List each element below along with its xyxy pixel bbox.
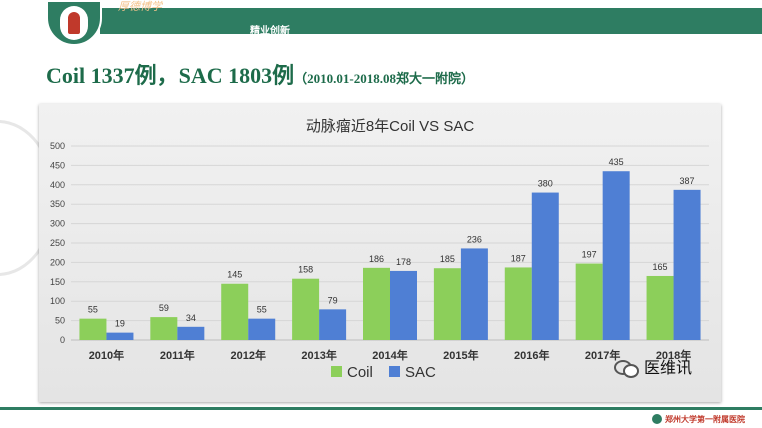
data-label: 197 — [582, 250, 597, 260]
y-tick-label: 250 — [50, 238, 65, 248]
x-tick-label: 2015年 — [443, 348, 478, 362]
data-label: 435 — [609, 157, 624, 167]
bar-sac — [602, 171, 630, 340]
y-tick-label: 50 — [55, 316, 65, 326]
data-label: 236 — [467, 234, 482, 244]
y-tick-label: 0 — [60, 335, 65, 345]
hospital-logo — [46, 0, 102, 46]
data-label: 158 — [298, 265, 313, 275]
bar-sac — [319, 309, 347, 340]
data-label: 186 — [369, 254, 384, 264]
x-tick-label: 2012年 — [230, 348, 265, 362]
data-label: 59 — [159, 303, 169, 313]
logo-emblem — [60, 6, 88, 40]
x-tick-label: 2018年 — [656, 348, 691, 362]
data-label: 79 — [328, 295, 338, 305]
header-bar: 精业创新 厚德博学 — [0, 0, 762, 46]
data-label: 178 — [396, 257, 411, 267]
header-motto: 厚德博学 — [118, 0, 162, 13]
x-tick-label: 2011年 — [160, 348, 195, 362]
bar-coil — [79, 318, 107, 340]
data-label: 19 — [115, 319, 125, 329]
logo-figure-icon — [68, 12, 80, 34]
data-label: 387 — [680, 176, 695, 186]
bar-sac — [531, 192, 559, 340]
hospital-mark-icon — [652, 414, 662, 424]
bar-coil — [363, 267, 390, 340]
bar-coil — [504, 267, 532, 340]
bar-sac — [390, 270, 417, 340]
data-label: 380 — [538, 179, 553, 189]
bar-coil — [575, 263, 603, 340]
y-tick-label: 200 — [50, 257, 65, 267]
data-label: 187 — [511, 253, 526, 263]
legend-swatch-coil — [331, 366, 342, 377]
footer-hospital: 郑州大学第一附属医院 — [652, 414, 745, 425]
bar-coil — [292, 278, 320, 340]
x-tick-label: 2013年 — [301, 348, 336, 362]
y-tick-label: 350 — [50, 199, 65, 209]
slide-title-main: Coil 1337例，SAC 1803例 — [46, 63, 295, 88]
chart-panel: 动脉瘤近8年Coil VS SAC 0 50 100 150 200 250 300 350 40… — [39, 104, 721, 402]
bar-sac — [248, 318, 276, 340]
data-label: 165 — [653, 262, 668, 272]
wechat-account-name: 医维讯 — [644, 358, 693, 377]
data-label: 55 — [257, 305, 267, 315]
x-tick-label: 2016年 — [514, 348, 549, 362]
bar-sac — [673, 189, 701, 340]
header-slogan: 精业创新 — [250, 26, 290, 37]
y-tick-label: 150 — [50, 277, 65, 287]
data-label: 34 — [186, 313, 196, 323]
bar-chart: 动脉瘤近8年Coil VS SAC 0 50 100 150 200 250 300 350 40… — [50, 118, 709, 381]
legend-label-sac: SAC — [405, 364, 436, 381]
bar-sac — [460, 248, 488, 340]
x-tick-label: 2017年 — [585, 348, 620, 362]
x-tick-label: 2010年 — [89, 348, 124, 362]
bar-coil — [433, 268, 461, 340]
slide-subtitle: （2010.01-2018.08郑大一附院） — [294, 71, 474, 86]
data-label: 55 — [88, 305, 98, 315]
legend-label-coil: Coil — [347, 364, 373, 381]
data-label: 145 — [227, 270, 242, 280]
footer-hospital-name: 郑州大学第一附属医院 — [665, 414, 745, 424]
bar-coil — [221, 283, 249, 340]
y-tick-label: 400 — [50, 180, 65, 190]
wechat-icon — [614, 358, 639, 378]
data-label: 185 — [440, 254, 455, 264]
footer-line — [0, 407, 762, 410]
x-tick-label: 2014年 — [372, 348, 407, 362]
header-band: 精业创新 — [100, 8, 762, 37]
y-tick-label: 100 — [50, 296, 65, 306]
wechat-badge: 医维讯 — [614, 354, 692, 378]
bar-coil — [646, 275, 674, 340]
bar-coil — [150, 317, 178, 340]
legend-swatch-sac — [389, 366, 400, 377]
y-tick-label: 500 — [50, 141, 65, 151]
y-tick-label: 300 — [50, 219, 65, 229]
slide-title: Coil 1337例，SAC 1803例（2010.01-2018.08郑大一附… — [46, 58, 474, 90]
bar-sac — [106, 332, 134, 340]
bar-sac — [177, 326, 205, 340]
y-tick-label: 450 — [50, 160, 65, 170]
chart-title: 动脉瘤近8年Coil VS SAC — [306, 118, 475, 135]
